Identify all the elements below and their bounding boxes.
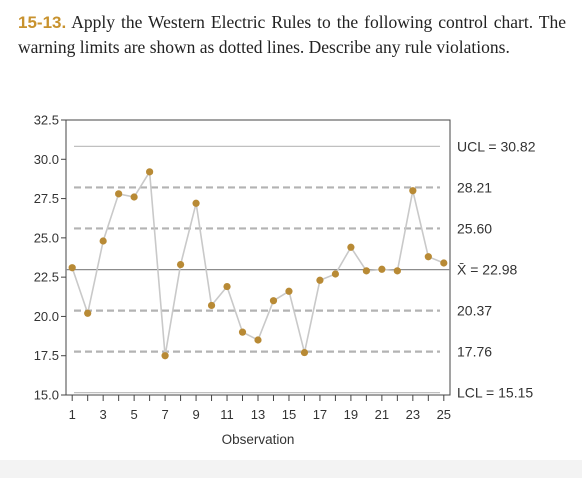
x-tick-label: 3 xyxy=(100,407,107,422)
problem-text: Apply the Western Electric Rules to the … xyxy=(18,12,566,57)
y-axis: 15.0 17.5 20.0 22.5 25.0 27.5 30.0 32.5 xyxy=(34,113,66,403)
data-point xyxy=(84,309,92,317)
data-series xyxy=(68,168,448,360)
limit-label: 28.21 xyxy=(457,179,492,195)
data-point xyxy=(192,199,200,207)
data-point xyxy=(316,276,324,284)
data-point xyxy=(269,297,278,305)
problem-statement: 15-13. Apply the Western Electric Rules … xyxy=(18,10,566,59)
footer-band xyxy=(0,460,582,478)
x-tick-label: 1 xyxy=(69,407,76,422)
x-tick-label: 21 xyxy=(375,407,389,422)
problem-number: 15-13. xyxy=(18,13,67,32)
data-point xyxy=(115,190,123,198)
x-tick-label: 19 xyxy=(344,407,358,422)
data-point xyxy=(300,348,309,357)
y-tick-label: 32.5 xyxy=(34,113,59,128)
limit-label: X̄ = 22.98 xyxy=(457,262,518,278)
data-point xyxy=(161,352,169,360)
data-point xyxy=(393,267,401,275)
limit-label: 17.76 xyxy=(457,344,492,360)
x-tick-label: 17 xyxy=(313,407,327,422)
data-point xyxy=(238,328,247,336)
series-line xyxy=(71,169,445,356)
y-tick-label: 15.0 xyxy=(34,388,59,403)
x-tick-label: 13 xyxy=(251,407,265,422)
data-point xyxy=(378,265,386,273)
y-tick-label: 27.5 xyxy=(34,191,59,206)
x-tick-label: 7 xyxy=(161,407,168,422)
control-chart-svg: 15.017.520.022.525.027.530.032.5 1 3 5 7 9 11… xyxy=(34,113,536,448)
limit-label: LCL = 15.15 xyxy=(457,385,533,401)
data-point xyxy=(362,267,370,275)
data-point xyxy=(146,168,154,176)
y-tick-label: 20.0 xyxy=(34,309,59,324)
y-tick-label: 30.0 xyxy=(34,152,59,167)
x-axis-title: Observation xyxy=(222,432,295,447)
data-point xyxy=(223,282,231,291)
data-point xyxy=(285,287,293,295)
x-tick-label: 9 xyxy=(192,407,199,422)
data-point xyxy=(424,253,432,261)
data-point xyxy=(176,260,185,269)
limit-lines: UCL = 30.82 28.21 25.60 X̄ = 22.98 20.37 17.7… xyxy=(66,138,536,401)
data-point xyxy=(99,237,107,245)
data-point xyxy=(68,264,76,272)
limit-label: UCL = 30.82 xyxy=(457,138,536,154)
x-axis: 1 3 5 7 9 11 13 15 17 19 21 23 25 xyxy=(69,395,451,422)
y-tick-label: 17.5 xyxy=(34,348,59,363)
x-tick-label: 23 xyxy=(406,407,420,422)
limit-label: 25.60 xyxy=(457,220,492,236)
x-tick-label: 25 xyxy=(437,407,451,422)
data-point xyxy=(207,301,216,310)
data-point xyxy=(331,270,340,278)
y-tick-label: 22.5 xyxy=(34,270,59,285)
plot-frame xyxy=(65,119,451,396)
limit-label: 20.37 xyxy=(457,303,492,319)
data-point xyxy=(440,259,448,267)
y-tick-label: 25.0 xyxy=(34,230,59,245)
data-point xyxy=(130,193,138,201)
data-point xyxy=(254,336,262,344)
control-chart: 15.0 17.5 20.0 22.5 25.0 27.5 30.0 32.5 1 3 5 7 9 11… xyxy=(0,108,582,478)
x-tick-label: 11 xyxy=(220,407,234,422)
x-tick-label: 5 xyxy=(131,407,138,422)
data-point xyxy=(409,187,417,195)
x-tick-label: 15 xyxy=(282,407,296,422)
data-point xyxy=(347,243,355,251)
